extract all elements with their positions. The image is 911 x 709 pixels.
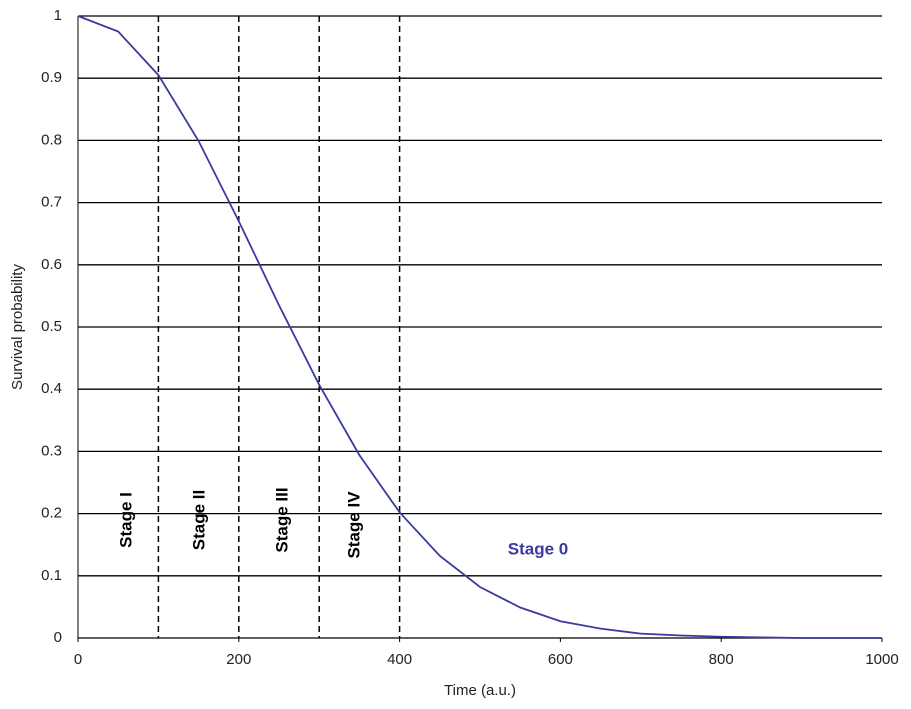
stage-label: Stage I [116, 492, 135, 548]
y-tick-label: 0 [54, 629, 62, 646]
y-tick-label: 0.5 [41, 318, 62, 335]
stage-label: Stage IV [344, 491, 363, 559]
x-tick-label: 0 [74, 651, 82, 668]
x-tick-label: 800 [709, 651, 734, 668]
y-tick-label: 0.7 [41, 194, 62, 211]
survival-curve [77, 15, 882, 639]
x-tick-label: 200 [226, 651, 251, 668]
y-tick-label: 0.9 [41, 69, 62, 86]
x-tick-label: 600 [548, 651, 573, 668]
legend-label: Stage 0 [508, 539, 568, 558]
y-tick-label: 0.3 [41, 442, 62, 459]
y-tick-label: 0.6 [41, 256, 62, 273]
y-tick-label: 0.8 [41, 131, 62, 148]
y-axis-title: Survival probability [9, 264, 26, 390]
y-tick-label: 0.4 [41, 380, 62, 397]
y-tick-label: 1 [54, 7, 62, 24]
stage-label: Stage III [272, 487, 291, 552]
x-tick-label: 1000 [865, 651, 898, 668]
x-axis-title: Time (a.u.) [444, 682, 516, 699]
y-tick-label: 0.1 [41, 567, 62, 584]
stage-label: Stage II [189, 490, 208, 550]
y-tick-label: 0.2 [41, 505, 62, 522]
x-tick-label: 400 [387, 651, 412, 668]
